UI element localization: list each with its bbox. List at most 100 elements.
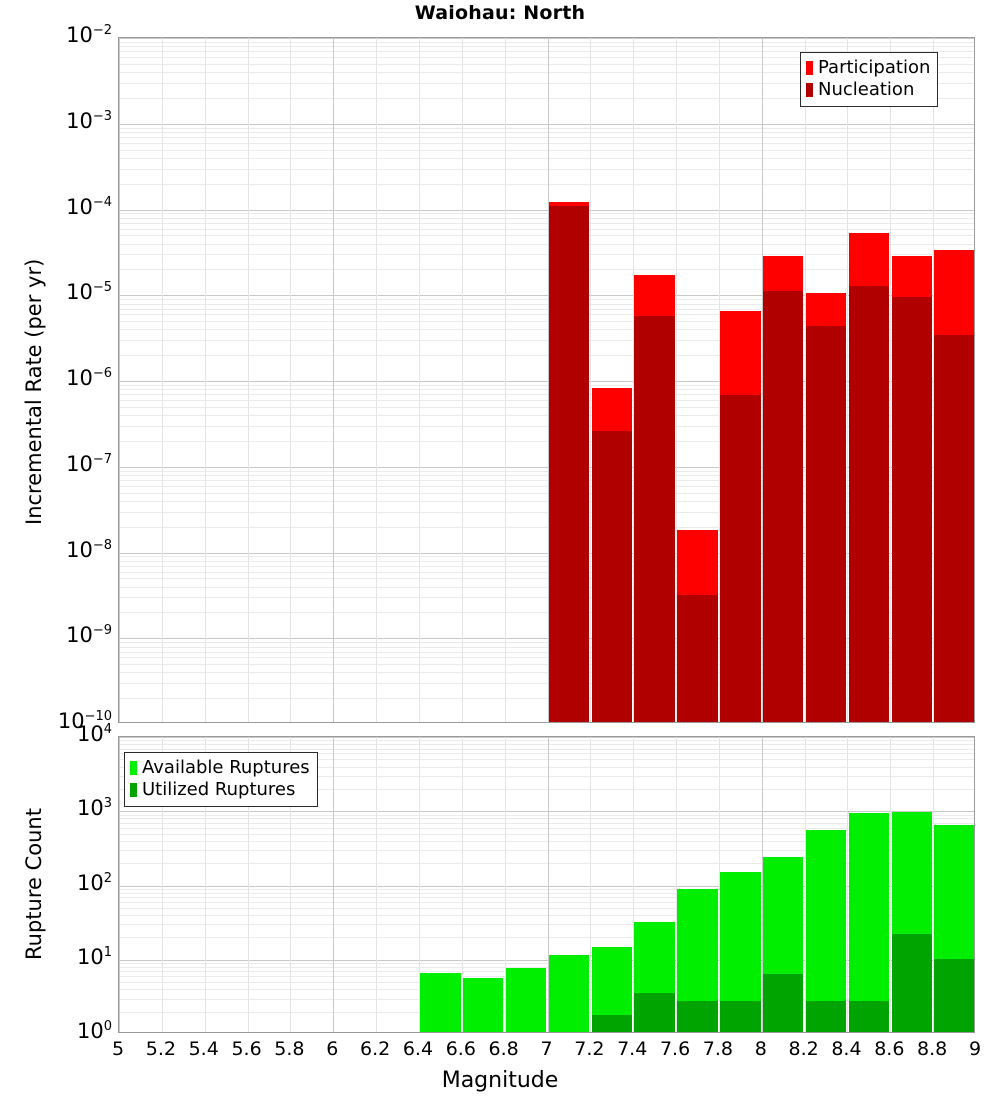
top-bars (119, 38, 974, 722)
gridline-major (119, 210, 974, 211)
gridline-minor (119, 244, 974, 245)
x-tick-label: 9 (968, 1038, 982, 1060)
gridline-minor (119, 72, 974, 73)
y-tick-label: 102 (76, 870, 112, 895)
bar-group (548, 737, 590, 1032)
gridline-minor (119, 823, 974, 824)
gridline-vertical (462, 38, 463, 722)
bar-group (548, 38, 590, 722)
bar-group (591, 38, 632, 722)
legend-label: Nucleation (818, 79, 915, 100)
x-tick-label: 7.8 (702, 1038, 733, 1060)
legend-item: Participation (806, 57, 930, 79)
gridline-minor (119, 556, 974, 557)
x-tick-label: 5.8 (274, 1038, 305, 1060)
gridline-minor (119, 561, 974, 562)
gridline-minor (119, 893, 974, 894)
gridline-vertical (762, 737, 763, 1032)
gridline-vertical (719, 38, 720, 722)
legend-swatch-icon (130, 761, 137, 775)
gridline-minor (119, 647, 974, 648)
gridline-minor (119, 143, 974, 144)
legend-swatch-icon (806, 61, 813, 75)
gridline-vertical (548, 38, 549, 722)
gridline-minor (119, 42, 974, 43)
gridline-minor (119, 572, 974, 573)
gridline-major (119, 467, 974, 468)
gridline-vertical (419, 38, 420, 722)
gridline-vertical (505, 38, 506, 722)
x-tick-label: 5.6 (231, 1038, 262, 1060)
gridline-minor (119, 64, 974, 65)
x-tick-label: 8 (754, 1038, 767, 1060)
gridline-minor (119, 441, 974, 442)
gridline-minor (119, 818, 974, 819)
gridline-minor (119, 223, 974, 224)
gridline-minor (119, 767, 974, 768)
gridline-vertical (376, 737, 377, 1032)
gridline-vertical (248, 38, 249, 722)
bar-group (891, 737, 932, 1032)
gridline-minor (119, 132, 974, 133)
gridline-vertical (119, 38, 120, 722)
gridline-minor (119, 753, 974, 754)
y-tick-label: 10−6 (66, 366, 112, 390)
bar-group (848, 38, 890, 722)
gridline-minor (119, 150, 974, 151)
gridline-minor (119, 989, 974, 990)
gridline-minor (119, 902, 974, 903)
gridline-minor (119, 235, 974, 236)
gridline-minor (119, 57, 974, 58)
gridline-minor (119, 967, 974, 968)
bar-segment-nucleation (548, 205, 590, 722)
gridline-minor (119, 83, 974, 84)
gridline-vertical (805, 737, 806, 1032)
gridline-minor (119, 46, 974, 47)
gridline-vertical (590, 38, 591, 722)
bar-group (934, 737, 974, 1032)
bar-segment-available (548, 954, 590, 1032)
gridline-minor (119, 512, 974, 513)
gridline-minor (119, 137, 974, 138)
x-tick-label: 6.8 (488, 1038, 519, 1060)
gridline-vertical (333, 737, 334, 1032)
gridline-minor (119, 566, 974, 567)
gridline-minor (119, 394, 974, 395)
gridline-minor (119, 672, 974, 673)
bar-segment-utilized (934, 959, 974, 1032)
bar-group (505, 737, 547, 1032)
bar-group (720, 737, 761, 1032)
gridline-vertical (933, 38, 934, 722)
gridline-minor (119, 254, 974, 255)
gridline-vertical (376, 38, 377, 722)
bar-group (634, 737, 675, 1032)
bar-group (420, 737, 461, 1032)
bar-segment-available (463, 977, 504, 1032)
gridline-minor (119, 863, 974, 864)
gridline-minor (119, 612, 974, 613)
gridline-minor (119, 657, 974, 658)
x-tick-label: 5.2 (145, 1038, 176, 1060)
bar-segment-utilized (848, 1001, 890, 1032)
bar-group (677, 737, 718, 1032)
gridline-vertical (248, 737, 249, 1032)
gridline-minor (119, 309, 974, 310)
gridline-vertical (847, 38, 848, 722)
gridline-minor (119, 924, 974, 925)
gridline-minor (119, 527, 974, 528)
y-tick-label: 10−7 (66, 451, 112, 476)
gridline-minor (119, 355, 974, 356)
bar-group (848, 737, 890, 1032)
bar-group (934, 38, 974, 722)
top-gridlines (119, 38, 974, 722)
gridline-vertical (676, 38, 677, 722)
bar-segment-nucleation (934, 334, 974, 722)
legend-item: Nucleation (806, 79, 930, 101)
bar-segment-available (805, 830, 847, 1032)
gridline-major (119, 295, 974, 296)
bar-segment-available (505, 968, 547, 1032)
gridline-minor (119, 1012, 974, 1013)
gridline-major (119, 124, 974, 125)
bar-segment-nucleation (634, 315, 675, 722)
gridline-minor (119, 169, 974, 170)
